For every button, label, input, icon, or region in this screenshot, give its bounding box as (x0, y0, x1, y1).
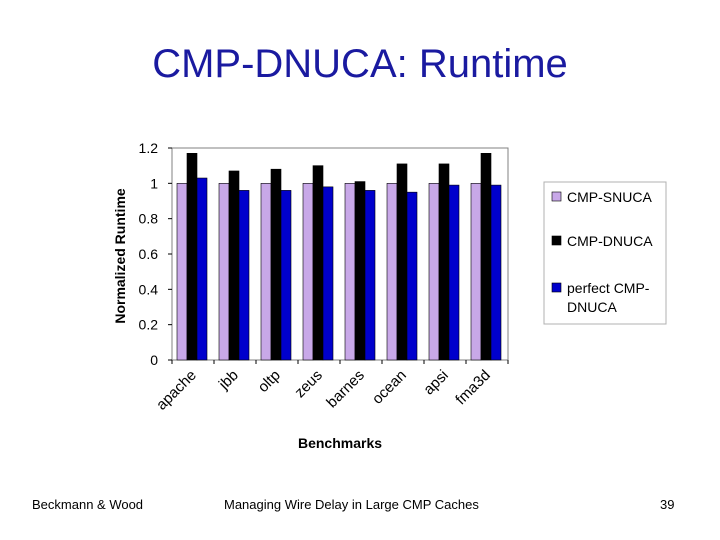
bar-perfect-cmp-dnuca-oltp (280, 190, 292, 361)
x-axis-label: Benchmarks (298, 435, 382, 451)
bar-cmp-dnuca-jbb (228, 170, 240, 361)
x-tick-label: ocean (369, 367, 410, 408)
x-tick-label: barnes (323, 367, 367, 411)
bar-perfect-cmp-dnuca-zeus (322, 186, 334, 361)
bar-cmp-dnuca-apsi (438, 163, 450, 361)
x-tick-label: fma3d (452, 367, 494, 409)
legend-swatch (551, 235, 562, 246)
x-tick-label: jbb (215, 367, 242, 394)
footer-page-number: 39 (660, 497, 675, 512)
legend-swatch (551, 282, 562, 293)
slide-title: CMP-DNUCA: Runtime (152, 42, 568, 86)
bar-perfect-cmp-dnuca-ocean (406, 191, 418, 361)
legend-swatch (551, 191, 562, 202)
y-tick-label: 1.2 (139, 140, 159, 156)
x-tick-label: apache (153, 367, 200, 414)
bar-cmp-dnuca-barnes (354, 181, 366, 361)
bar-cmp-dnuca-fma3d (480, 153, 492, 361)
x-tick-label: zeus (291, 367, 325, 401)
legend-label: perfect CMP- (567, 280, 650, 296)
y-tick-label: 0 (150, 352, 158, 368)
bar-cmp-snuca-fma3d (470, 183, 482, 361)
bar-perfect-cmp-dnuca-fma3d (490, 184, 502, 361)
bar-cmp-dnuca-apache (186, 153, 198, 361)
bar-cmp-snuca-apache (176, 183, 188, 361)
y-tick-label: 0.8 (139, 211, 159, 227)
y-tick-label: 0.2 (139, 317, 159, 333)
runtime-chart: 0 0.2 0.4 0.6 0.8 1 1.2 Normalized Runtime apach… (112, 140, 667, 451)
chart-legend: CMP-SNUCA CMP-DNUCA perfect CMP- DNUCA (543, 181, 667, 325)
y-tick-label: 0.6 (139, 246, 159, 262)
legend-box (543, 181, 667, 325)
y-axis-label: Normalized Runtime (112, 188, 128, 324)
bar-perfect-cmp-dnuca-jbb (238, 190, 250, 361)
bar-cmp-snuca-apsi (428, 183, 440, 361)
legend-label: CMP-SNUCA (567, 189, 652, 205)
y-tick-label: 1 (150, 175, 158, 191)
bar-cmp-snuca-jbb (218, 183, 230, 361)
bar-perfect-cmp-dnuca-barnes (364, 190, 376, 361)
x-tick-label: apsi (420, 367, 451, 398)
bar-cmp-dnuca-zeus (312, 165, 324, 361)
bar-cmp-snuca-ocean (386, 183, 398, 361)
bar-cmp-snuca-zeus (302, 183, 314, 361)
footer-talk-title: Managing Wire Delay in Large CMP Caches (224, 497, 479, 512)
legend-label: CMP-DNUCA (567, 233, 653, 249)
footer-authors: Beckmann & Wood (32, 497, 144, 512)
bar-perfect-cmp-dnuca-apache (196, 177, 208, 361)
legend-label: DNUCA (567, 299, 617, 315)
bar-cmp-dnuca-ocean (396, 163, 408, 361)
bar-perfect-cmp-dnuca-apsi (448, 184, 460, 361)
x-tick-label: oltp (255, 367, 284, 396)
y-tick-label: 0.4 (139, 281, 159, 297)
bar-cmp-dnuca-oltp (270, 168, 282, 361)
bar-cmp-snuca-barnes (344, 183, 356, 361)
bar-cmp-snuca-oltp (260, 183, 272, 361)
